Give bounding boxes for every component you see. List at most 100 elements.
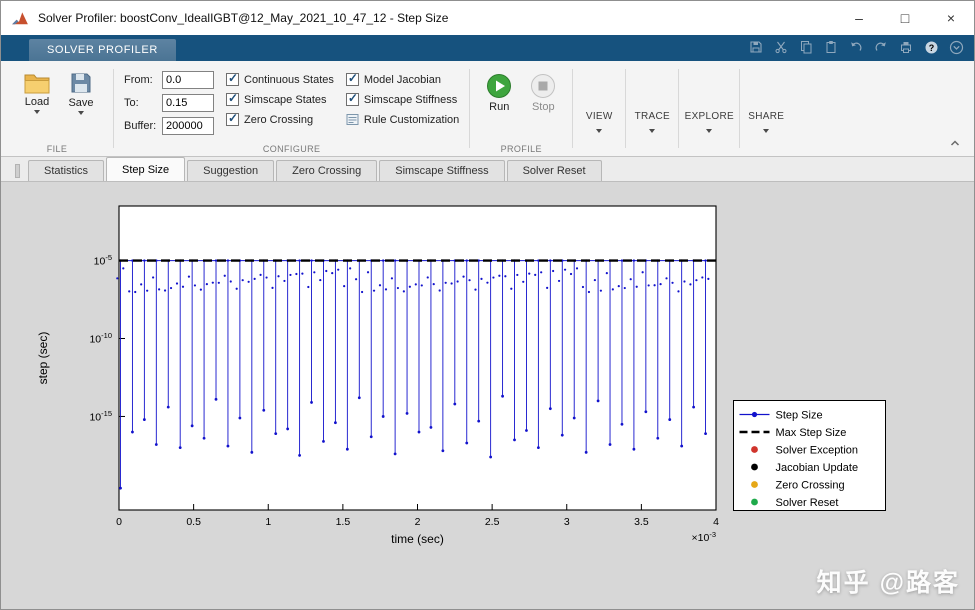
qat-cut-button[interactable] <box>773 39 789 55</box>
svg-text:2: 2 <box>415 516 421 528</box>
maximize-button[interactable]: □ <box>900 10 910 26</box>
checkbox-icon <box>226 111 239 126</box>
svg-text:1.5: 1.5 <box>336 516 351 528</box>
svg-text:time (sec): time (sec) <box>391 532 444 546</box>
group-configure: From: To: Buffer: Continuous <box>114 61 469 156</box>
rule-customization-icon <box>346 114 359 125</box>
save-icon <box>71 73 91 93</box>
qat-print-button[interactable] <box>898 39 914 55</box>
svg-text:10-5: 10-5 <box>94 253 112 267</box>
close-button[interactable]: × <box>946 10 956 26</box>
checkbox-label: Simscape Stiffness <box>363 93 458 106</box>
gallery-view[interactable]: VIEW <box>573 61 625 156</box>
checkbox-label: Simscape States <box>244 93 327 106</box>
svg-text:10-15: 10-15 <box>89 409 112 424</box>
chevron-down-circle-icon <box>949 40 963 54</box>
run-button[interactable]: Run <box>480 71 518 113</box>
load-label: Load <box>24 96 50 108</box>
gallery-trace-label: TRACE <box>634 110 670 122</box>
chevron-down-icon <box>706 128 713 133</box>
chart-legend: Step Size Max Step Size Solver Exception Ja… <box>733 400 886 511</box>
content-panel: 10-5 10-10 10-15 0 0.5 1 1.5 2 2.5 3 3.5 4 time (sec… <box>1 182 974 609</box>
checkbox-zero-crossing[interactable]: Zero Crossing <box>226 111 334 126</box>
svg-text:0.5: 0.5 <box>186 516 201 528</box>
section-label-configure: CONFIGURE <box>262 144 321 154</box>
tab-simscape-stiffness[interactable]: Simscape Stiffness <box>379 160 505 181</box>
configure-checkbox-column-1: Continuous States Simscape States Zero C… <box>226 71 334 135</box>
checkbox-model-jacobian[interactable]: Model Jacobian <box>345 71 459 86</box>
chevron-down-icon <box>34 110 40 114</box>
folder-icon <box>24 74 50 94</box>
svg-text:Max Step Size: Max Step Size <box>776 427 847 439</box>
checkbox-icon <box>345 91 359 106</box>
run-icon <box>487 74 512 98</box>
qat-redo-button[interactable] <box>873 39 889 55</box>
tab-step-size[interactable]: Step Size <box>106 157 186 181</box>
svg-text:Zero Crossing: Zero Crossing <box>776 479 845 491</box>
svg-text:Jacobian Update: Jacobian Update <box>776 462 859 474</box>
qat-copy-button[interactable] <box>798 39 814 55</box>
ribbon: Load Save FILE From: <box>1 61 974 157</box>
field-row-buffer: Buffer: <box>124 117 214 135</box>
checkbox-icon <box>226 71 239 86</box>
field-row-from: From: <box>124 71 214 89</box>
copy-icon <box>801 41 812 54</box>
checkbox-label: Model Jacobian <box>363 73 441 86</box>
gallery-explore[interactable]: EXPLORE <box>679 61 739 156</box>
step-size-plot: 10-5 10-10 10-15 0 0.5 1 1.5 2 2.5 3 3.5 4 time (sec… <box>36 205 886 546</box>
matlab-icon <box>12 12 28 25</box>
rule-customization-label: Rule Customization <box>363 113 460 126</box>
paste-icon <box>826 41 836 53</box>
checkbox-simscape-states[interactable]: Simscape States <box>226 91 334 106</box>
rule-customization-button[interactable]: Rule Customization <box>346 113 459 126</box>
qat-help-button[interactable]: ? <box>923 39 939 55</box>
field-row-to: To: <box>124 94 214 112</box>
tab-zero-crossing[interactable]: Zero Crossing <box>276 160 378 181</box>
load-button[interactable]: Load <box>15 69 59 114</box>
stop-label: Stop <box>531 101 555 113</box>
cut-icon <box>775 41 787 54</box>
section-label-profile: PROFILE <box>500 144 542 154</box>
checkbox-label: Continuous States <box>244 73 334 86</box>
watermark: 知乎 @路客 <box>816 569 960 597</box>
minimize-button[interactable]: – <box>855 10 863 26</box>
tab-suggestion[interactable]: Suggestion <box>187 160 275 181</box>
from-input[interactable] <box>162 71 214 89</box>
undo-icon <box>851 42 862 51</box>
svg-text:10-10: 10-10 <box>89 331 112 346</box>
checkbox-icon <box>345 71 359 86</box>
gallery-share-label: SHARE <box>748 110 785 122</box>
qat-paste-button[interactable] <box>823 39 839 55</box>
checkbox-continuous-states[interactable]: Continuous States <box>226 71 334 86</box>
to-input[interactable] <box>162 94 214 112</box>
from-label: From: <box>124 74 153 86</box>
doc-tab-strip: Statistics Step Size Suggestion Zero Cro… <box>1 157 974 182</box>
qat-save-button[interactable] <box>748 39 764 55</box>
svg-text:Step Size: Step Size <box>776 409 823 421</box>
chevron-up-icon <box>950 140 960 146</box>
collapse-ribbon-button[interactable] <box>946 136 964 150</box>
svg-text:3.5: 3.5 <box>634 516 649 528</box>
title-bar: Solver Profiler: boostConv_IdealIGBT@12_… <box>1 1 974 35</box>
gallery-trace[interactable]: TRACE <box>626 61 678 156</box>
tab-solver-profiler[interactable]: SOLVER PROFILER <box>29 39 176 61</box>
stop-button[interactable]: Stop <box>524 71 562 113</box>
gallery-share[interactable]: SHARE <box>740 61 792 156</box>
checkbox-simscape-stiffness[interactable]: Simscape Stiffness <box>345 91 459 106</box>
qat-undo-button[interactable] <box>848 39 864 55</box>
save-button[interactable]: Save <box>59 69 103 115</box>
svg-text:4: 4 <box>713 516 719 528</box>
buffer-input[interactable] <box>162 117 214 135</box>
svg-text:2.5: 2.5 <box>485 516 500 528</box>
group-file: Load Save FILE <box>1 61 113 156</box>
qat-options-button[interactable] <box>948 39 964 55</box>
save-icon <box>750 41 762 53</box>
tab-solver-reset[interactable]: Solver Reset <box>506 160 602 181</box>
svg-text:3: 3 <box>564 516 570 528</box>
tab-strip-handle[interactable] <box>15 164 20 178</box>
chevron-down-icon <box>596 128 603 133</box>
svg-text:1: 1 <box>265 516 271 528</box>
tab-statistics[interactable]: Statistics <box>28 160 105 181</box>
checkbox-label: Zero Crossing <box>244 113 314 126</box>
